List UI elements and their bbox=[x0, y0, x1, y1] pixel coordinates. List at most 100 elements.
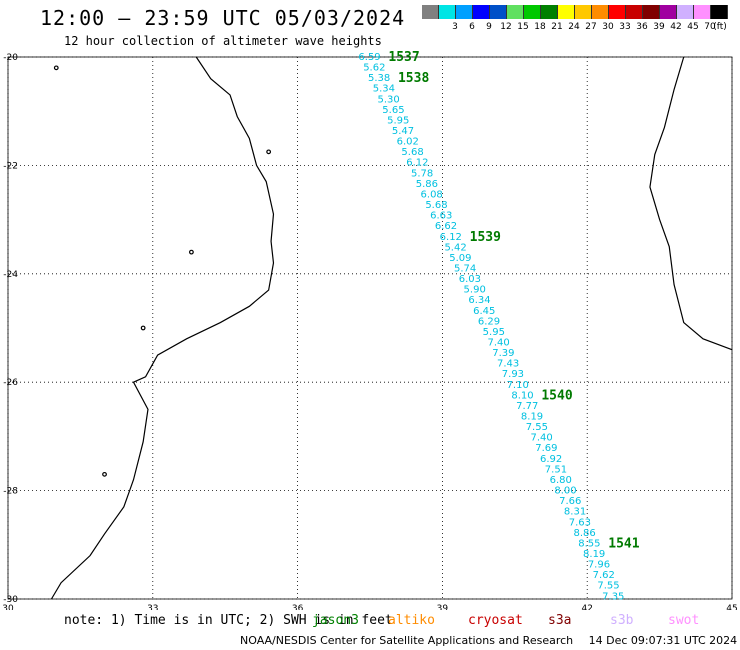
colorbar-label: 9 bbox=[486, 22, 492, 32]
swh-value: 6.08 bbox=[421, 189, 443, 200]
colorbar-label: 6 bbox=[469, 22, 475, 32]
y-tick-label: -26 bbox=[3, 378, 18, 388]
colorbar-label: 33 bbox=[619, 22, 631, 32]
colorbar-swatch bbox=[541, 5, 558, 19]
islet bbox=[140, 325, 146, 331]
x-tick-label: 30 bbox=[2, 604, 14, 610]
colorbar-label: 27 bbox=[585, 22, 597, 32]
swh-value: 5.09 bbox=[449, 253, 471, 264]
map-canvas: 30 33 36 39 42 45-20-22-24-26-28-30 6.595.625… bbox=[2, 50, 737, 610]
swh-value: 6.59 bbox=[358, 52, 380, 63]
swh-value: 8.31 bbox=[564, 507, 586, 518]
pass-time-label: 1541 bbox=[608, 536, 639, 551]
colorbar-label: 42 bbox=[670, 22, 682, 32]
swh-value: 7.63 bbox=[569, 517, 591, 528]
colorbar-swatch bbox=[490, 5, 507, 19]
satellite-s3a: s3a bbox=[548, 613, 572, 628]
pass-time-label: 1537 bbox=[388, 50, 419, 65]
footer-timestamp: 14 Dec 09:07:31 UTC 2024 bbox=[588, 634, 738, 647]
colorbar-swatch bbox=[660, 5, 677, 19]
swh-value: 5.95 bbox=[483, 327, 505, 338]
colorbar-label: 3 bbox=[452, 22, 458, 32]
pass-time-label: 1539 bbox=[470, 230, 501, 245]
colorbar-swatch bbox=[507, 5, 524, 19]
swh-value: 6.12 bbox=[440, 232, 462, 243]
colorbar-label: 70 bbox=[704, 22, 716, 32]
colorbar-swatch bbox=[439, 5, 456, 19]
swh-value: 8.00 bbox=[554, 486, 576, 497]
swh-value: 8.19 bbox=[583, 549, 605, 560]
islet bbox=[189, 249, 194, 255]
colorbar-label: 45 bbox=[687, 22, 699, 32]
islet bbox=[102, 471, 107, 477]
colorbar-label: 39 bbox=[653, 22, 665, 32]
map-frame bbox=[7, 56, 733, 600]
x-tick-label: 42 bbox=[581, 604, 592, 610]
colorbar-swatch bbox=[473, 5, 490, 19]
swh-value: 5.95 bbox=[387, 115, 409, 126]
swh-value: 6.45 bbox=[473, 306, 495, 317]
colorbar-label: 21 bbox=[551, 22, 563, 32]
colorbar-swatch bbox=[524, 5, 541, 19]
swh-value: 5.90 bbox=[464, 285, 486, 296]
swh-value: 5.62 bbox=[363, 63, 385, 74]
swh-value: 7.10 bbox=[507, 380, 529, 391]
swh-value: 6.34 bbox=[468, 295, 490, 306]
x-tick-label: 39 bbox=[437, 604, 449, 610]
islet bbox=[53, 65, 59, 71]
satellite-swot: swot bbox=[668, 613, 700, 628]
y-tick-label: -22 bbox=[3, 161, 18, 171]
swh-value: 7.55 bbox=[597, 581, 619, 592]
x-tick-label: 33 bbox=[147, 604, 158, 610]
axis-tick-labels: 30 33 36 39 42 45 -20 -22 -24 -26 -28 -30 bbox=[2, 53, 737, 610]
swh-value: 8.10 bbox=[511, 390, 533, 401]
colorbar-swatch bbox=[592, 5, 609, 19]
swh-value: 6.62 bbox=[435, 221, 457, 232]
colorbar-swatch bbox=[456, 5, 473, 19]
swh-value: 5.30 bbox=[378, 94, 400, 105]
colorbar-unit: (ft) bbox=[713, 22, 727, 32]
colorbar-swatch bbox=[643, 5, 660, 19]
swh-value: 7.77 bbox=[516, 401, 538, 412]
pass-time-label: 1538 bbox=[398, 71, 429, 86]
swh-track: 6.595.625.385.345.305.655.955.476.025.68… bbox=[358, 52, 624, 602]
x-tick-label: 36 bbox=[292, 604, 304, 610]
swh-value: 8.86 bbox=[573, 528, 595, 539]
colorbar-swatch bbox=[558, 5, 575, 19]
islet bbox=[266, 149, 272, 155]
swh-value: 7.51 bbox=[545, 464, 567, 475]
colorbar-label: 15 bbox=[517, 22, 529, 32]
y-tick-label: -30 bbox=[3, 595, 18, 605]
coastline bbox=[50, 56, 733, 600]
swh-value: 7.55 bbox=[526, 422, 548, 433]
swh-value: 6.03 bbox=[459, 274, 481, 285]
map-title: 12:00 — 23:59 UTC 05/03/2024 bbox=[40, 6, 406, 30]
y-tick-label: -28 bbox=[3, 487, 18, 497]
footer: NOAA/NESDIS Center for Satellite Applica… bbox=[240, 634, 740, 647]
swh-value: 7.40 bbox=[530, 433, 552, 444]
colorbar-label: 18 bbox=[534, 22, 546, 32]
satellite-s3b: s3b bbox=[610, 613, 634, 628]
swh-value: 5.42 bbox=[444, 242, 466, 253]
satellite-altiko: altiko bbox=[388, 613, 435, 628]
swh-value: 7.62 bbox=[593, 570, 615, 581]
swh-value: 7.93 bbox=[502, 369, 524, 380]
pass-time-label: 1540 bbox=[541, 388, 572, 403]
swh-value: 7.69 bbox=[535, 443, 557, 454]
swh-value: 6.92 bbox=[540, 454, 562, 465]
swh-value: 5.34 bbox=[373, 84, 395, 95]
madagascar-coastline bbox=[649, 56, 733, 351]
colorbar-swatch bbox=[422, 5, 439, 19]
colorbar-swatch bbox=[711, 5, 728, 19]
swh-value: 5.78 bbox=[411, 168, 433, 179]
swh-value: 5.86 bbox=[416, 179, 438, 190]
swh-value: 6.12 bbox=[406, 158, 428, 169]
swh-value: 7.35 bbox=[602, 591, 624, 602]
swh-value: 5.68 bbox=[425, 200, 447, 211]
y-tick-label: -24 bbox=[3, 270, 18, 280]
swh-value: 7.43 bbox=[497, 359, 519, 370]
swh-value: 6.29 bbox=[478, 316, 500, 327]
swh-value: 7.66 bbox=[559, 496, 581, 507]
colorbar-label: 12 bbox=[500, 22, 512, 32]
footer-credit: NOAA/NESDIS Center for Satellite Applica… bbox=[240, 634, 574, 647]
